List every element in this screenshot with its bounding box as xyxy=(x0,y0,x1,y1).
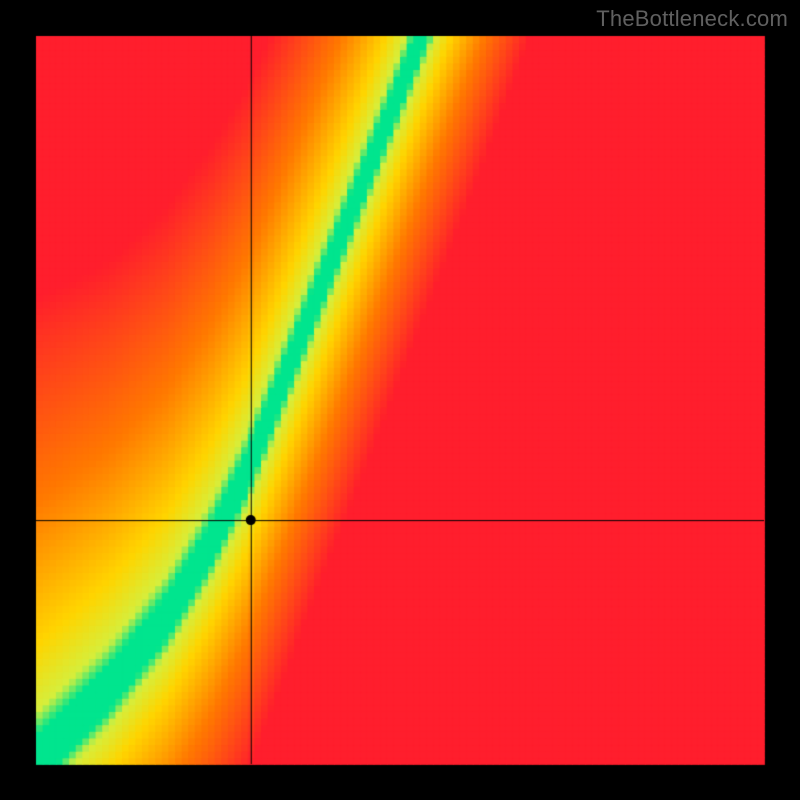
watermark-text: TheBottleneck.com xyxy=(596,6,788,32)
bottleneck-heatmap xyxy=(0,0,800,800)
